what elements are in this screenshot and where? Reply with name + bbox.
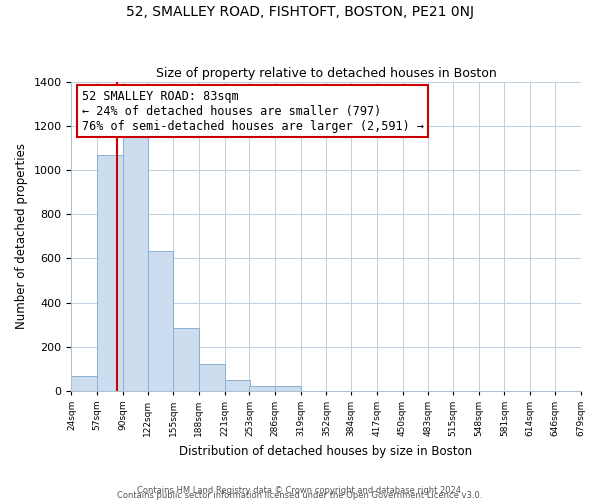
Bar (97, 155, 123, 391)
Text: Contains public sector information licensed under the Open Government Licence v3: Contains public sector information licen… (118, 491, 482, 500)
Y-axis label: Number of detached properties: Number of detached properties (15, 144, 28, 330)
Text: Contains HM Land Registry data © Crown copyright and database right 2024.: Contains HM Land Registry data © Crown c… (137, 486, 463, 495)
Bar (275, 386, 301, 391)
Bar (173, 328, 199, 391)
Bar (224, 380, 250, 391)
Bar (148, 250, 173, 391)
Title: Size of property relative to detached houses in Boston: Size of property relative to detached ho… (155, 66, 496, 80)
Bar (123, 136, 148, 391)
X-axis label: Distribution of detached houses by size in Boston: Distribution of detached houses by size … (179, 444, 473, 458)
Text: 52 SMALLEY ROAD: 83sqm
← 24% of detached houses are smaller (797)
76% of semi-de: 52 SMALLEY ROAD: 83sqm ← 24% of detached… (82, 90, 424, 133)
Bar (71, 376, 97, 391)
Text: 52, SMALLEY ROAD, FISHTOFT, BOSTON, PE21 0NJ: 52, SMALLEY ROAD, FISHTOFT, BOSTON, PE21… (126, 5, 474, 19)
Bar (199, 364, 224, 391)
Bar (250, 386, 275, 391)
